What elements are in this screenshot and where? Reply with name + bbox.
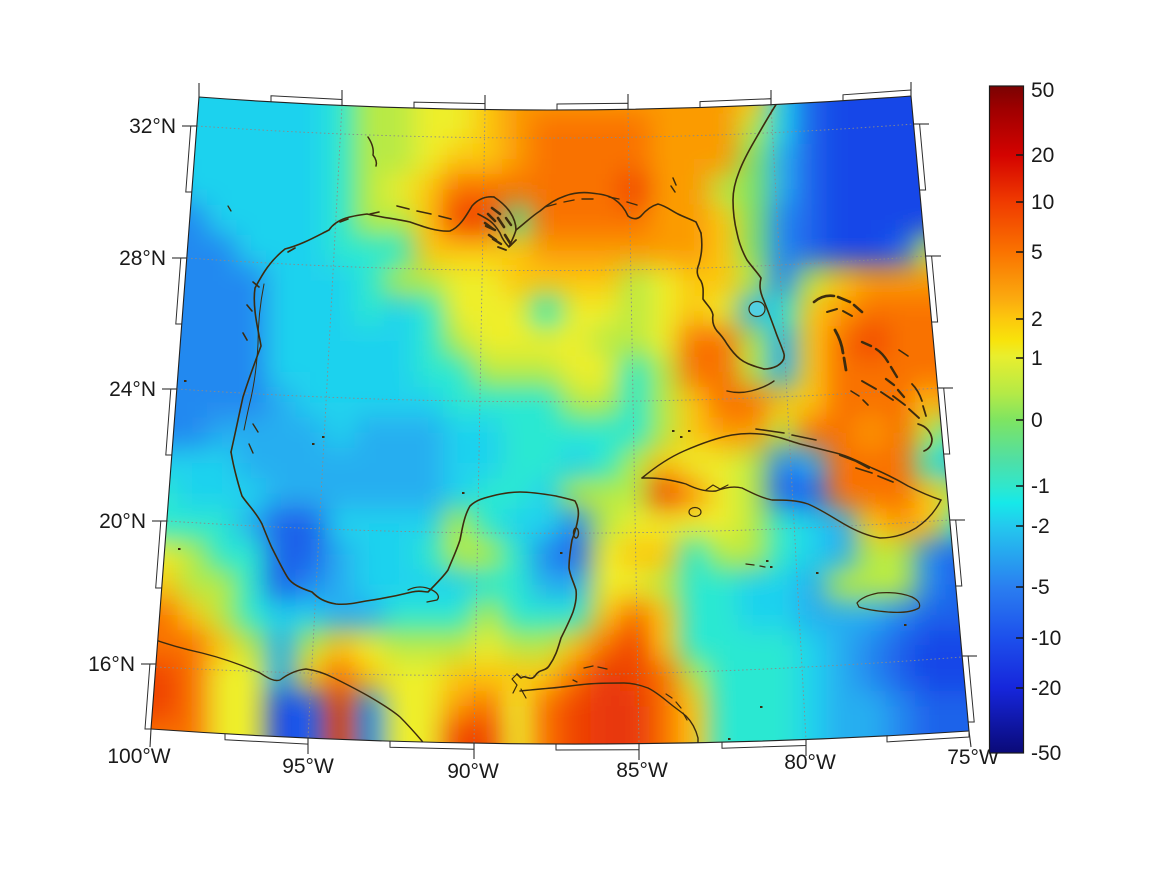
svg-text:85°W: 85°W [616, 759, 668, 782]
svg-text:1: 1 [1031, 347, 1043, 370]
svg-text:80°W: 80°W [784, 751, 836, 774]
svg-text:5: 5 [1031, 241, 1043, 264]
svg-text:-10: -10 [1031, 627, 1061, 650]
svg-text:2: 2 [1031, 308, 1043, 331]
svg-text:-5: -5 [1031, 576, 1050, 599]
svg-text:95°W: 95°W [282, 755, 334, 778]
svg-text:28°N: 28°N [119, 247, 166, 270]
svg-text:0: 0 [1031, 409, 1043, 432]
svg-text:32°N: 32°N [129, 115, 176, 138]
svg-text:10: 10 [1031, 191, 1054, 214]
svg-text:-2: -2 [1031, 515, 1050, 538]
svg-text:90°W: 90°W [447, 760, 499, 783]
svg-text:-20: -20 [1031, 677, 1061, 700]
svg-text:50: 50 [1031, 79, 1054, 102]
svg-text:20: 20 [1031, 144, 1054, 167]
svg-text:16°N: 16°N [88, 653, 135, 676]
svg-text:-1: -1 [1031, 475, 1050, 498]
svg-text:-50: -50 [1031, 742, 1061, 765]
svg-text:24°N: 24°N [109, 378, 156, 401]
svg-text:20°N: 20°N [99, 510, 146, 533]
svg-text:75°W: 75°W [947, 746, 999, 769]
svg-text:100°W: 100°W [107, 745, 170, 768]
